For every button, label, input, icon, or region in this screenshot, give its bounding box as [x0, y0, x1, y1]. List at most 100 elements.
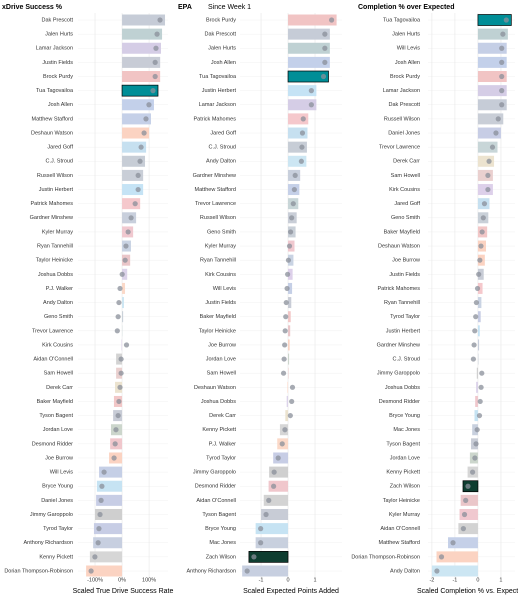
team-logo	[118, 356, 124, 362]
bar	[122, 297, 124, 309]
y-tick-label: Russell Wilson	[200, 215, 236, 221]
y-tick-label: Brock Purdy	[206, 17, 236, 23]
team-logo	[299, 130, 306, 136]
y-tick-label: Deshaun Watson	[194, 385, 236, 391]
team-logo	[320, 73, 327, 80]
y-tick-label: Russell Wilson	[384, 116, 420, 122]
y-tick-label: Jimmy Garoppolo	[377, 371, 420, 377]
y-tick-label: Bryce Young	[389, 413, 420, 419]
y-tick-label: Will Levis	[213, 286, 236, 292]
bar	[93, 537, 123, 549]
team-logo	[450, 540, 456, 546]
team-logo	[298, 158, 304, 164]
team-logo	[275, 455, 281, 461]
y-tick-label: Sam Howell	[391, 173, 420, 179]
bar	[122, 184, 144, 196]
team-logo	[152, 73, 158, 80]
y-tick-label: Josh Allen	[395, 60, 420, 66]
y-tick-label: Justin Herbert	[386, 328, 421, 334]
y-tick-label: Lamar Jackson	[199, 102, 236, 108]
y-tick-label: Kenny Pickett	[202, 427, 236, 433]
bar	[121, 84, 159, 97]
y-tick-label: Will Levis	[50, 470, 73, 476]
bar	[255, 523, 289, 535]
bar	[287, 70, 329, 83]
chart-title: xDrive Success %	[2, 4, 63, 11]
team-logo	[263, 511, 269, 518]
team-logo	[138, 144, 144, 150]
y-tick-label: Bryce Young	[205, 526, 236, 532]
y-tick-label: P.J. Walker	[46, 286, 73, 292]
team-logo	[322, 59, 328, 65]
team-logo	[477, 398, 483, 405]
team-logo	[472, 455, 478, 461]
bar	[287, 381, 289, 393]
y-tick-label: Dak Prescott	[205, 32, 237, 38]
team-logo	[128, 215, 134, 221]
y-tick-label: Tua Tagovailoa	[199, 74, 237, 80]
team-logo	[470, 356, 477, 362]
bar	[269, 466, 289, 478]
team-logo	[143, 116, 149, 122]
x-tick-label: 100%	[142, 577, 156, 583]
team-logo	[474, 285, 481, 292]
team-logo	[461, 511, 468, 518]
y-tick-label: P.J. Walker	[209, 441, 236, 447]
team-logo	[477, 257, 483, 263]
x-tick-label: 1	[313, 577, 316, 583]
team-logo	[478, 384, 484, 390]
team-logo	[290, 201, 296, 207]
team-logo	[116, 299, 122, 306]
y-tick-label: Kirk Cousins	[389, 187, 420, 193]
team-logo	[478, 243, 484, 249]
bar	[95, 508, 123, 520]
team-logo	[153, 45, 159, 51]
y-tick-label: Kirk Cousins	[205, 272, 236, 278]
bar	[122, 282, 126, 294]
bar	[477, 325, 480, 337]
y-tick-label: Jared Goff	[210, 130, 236, 136]
bar	[477, 282, 483, 294]
y-tick-label: Tua Tagovailoa	[36, 88, 74, 94]
chart-title: EPA	[178, 4, 192, 11]
team-logo	[266, 497, 272, 503]
y-tick-label: Trevor Lawrence	[379, 145, 420, 151]
bar	[477, 339, 480, 351]
team-logo	[476, 271, 482, 277]
team-logo	[485, 172, 491, 179]
bar	[122, 169, 144, 181]
y-tick-label: Zach Wilson	[390, 484, 420, 490]
bar	[96, 494, 123, 506]
y-tick-label: Lamar Jackson	[383, 88, 420, 94]
bar	[288, 339, 290, 351]
y-tick-label: Josh Allen	[211, 60, 236, 66]
bar	[255, 537, 289, 549]
y-tick-label: Trevor Lawrence	[32, 328, 73, 334]
bar	[431, 565, 478, 577]
bar	[474, 410, 478, 422]
y-tick-label: C.J. Stroud	[208, 145, 236, 151]
chart-subtitle: Since Week 1	[208, 4, 251, 11]
team-logo	[123, 243, 129, 249]
chart-title: Completion % over Expected	[358, 4, 454, 11]
y-tick-label: Patrick Mahomes	[31, 201, 74, 207]
bar	[288, 85, 317, 97]
y-tick-label: Daniel Jones	[41, 498, 73, 504]
y-tick-label: Patrick Mahomes	[378, 286, 421, 292]
y-tick-label: Trevor Lawrence	[195, 201, 236, 207]
bar	[288, 42, 330, 54]
bar	[288, 113, 309, 125]
team-logo	[132, 201, 138, 207]
y-tick-label: Justin Fields	[42, 60, 73, 66]
bar	[288, 155, 307, 167]
team-logo	[479, 229, 485, 235]
team-logo	[285, 257, 292, 263]
y-tick-label: Desmond Ridder	[32, 441, 73, 447]
y-tick-label: Andy Dalton	[390, 568, 420, 574]
bar	[477, 155, 495, 167]
team-logo	[463, 497, 469, 503]
bar	[89, 551, 123, 563]
y-tick-label: Russell Wilson	[37, 173, 73, 179]
team-logo	[113, 427, 119, 433]
bar	[122, 56, 161, 68]
